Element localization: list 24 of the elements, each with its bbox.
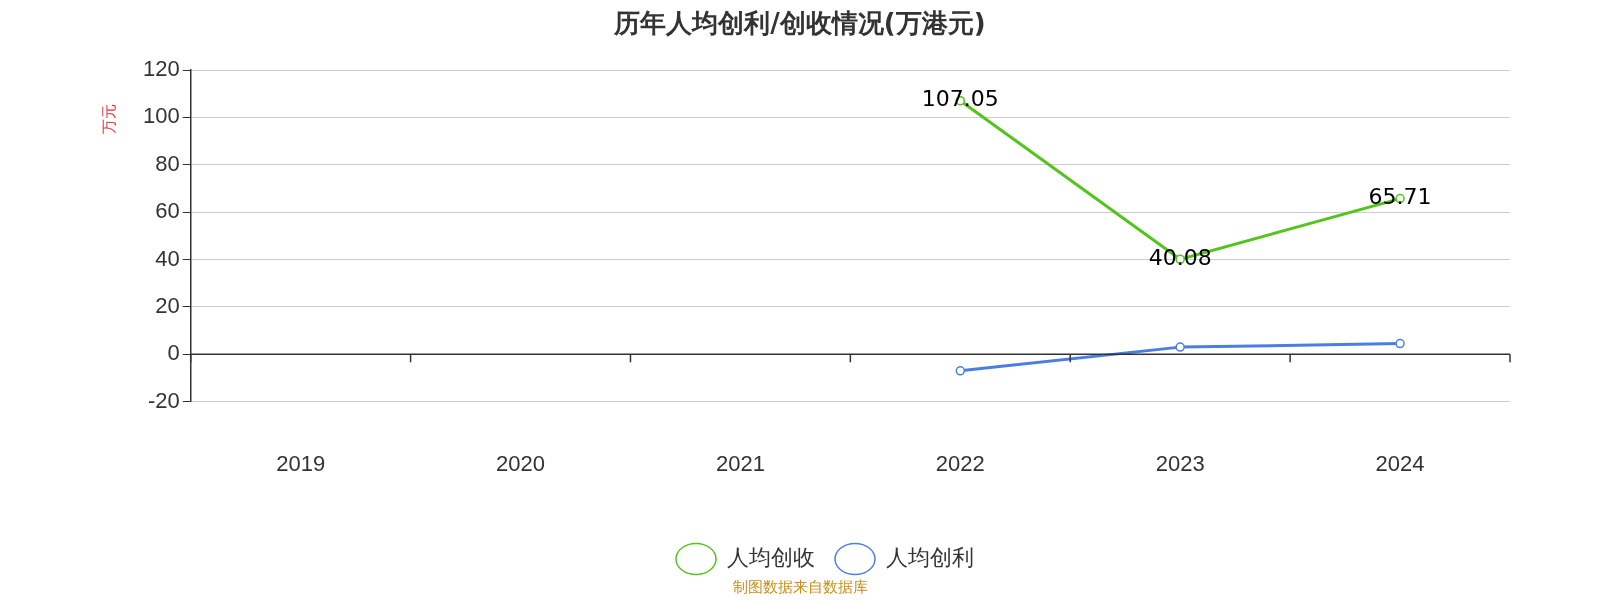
chart-title: 历年人均创利/创收情况(万港元) bbox=[613, 7, 987, 40]
point bbox=[955, 366, 966, 376]
x-tick-label: 2024 bbox=[1375, 450, 1425, 476]
y-tick-label: 80 bbox=[155, 150, 180, 176]
data-label: 107.05 bbox=[921, 86, 999, 112]
data-label: 65.71 bbox=[1368, 184, 1432, 210]
point bbox=[1175, 342, 1185, 352]
x-tick-label: 2023 bbox=[1155, 450, 1205, 476]
x-tick-label: 2019 bbox=[276, 450, 326, 476]
point bbox=[1395, 338, 1405, 349]
y-tick-label: 20 bbox=[155, 292, 180, 318]
x-tick-label: 2020 bbox=[496, 450, 546, 476]
x-tick-label: 2022 bbox=[935, 450, 985, 476]
text: 制图数据来自数据库 bbox=[731, 578, 869, 597]
y-tick-label: 40 bbox=[155, 245, 180, 271]
legend-label: 人均创利 bbox=[886, 545, 974, 571]
x-tick-label: 2021 bbox=[715, 450, 765, 476]
y-tick-label: 120 bbox=[142, 56, 180, 82]
y-tick-label: 60 bbox=[155, 198, 180, 224]
y-tick-label: 0 bbox=[167, 340, 180, 366]
y-tick-label: -20 bbox=[147, 387, 180, 413]
y-tick-label: 100 bbox=[142, 103, 180, 129]
y-axis-title: 万元 bbox=[100, 104, 119, 134]
legend-label: 人均创收 bbox=[727, 545, 815, 571]
